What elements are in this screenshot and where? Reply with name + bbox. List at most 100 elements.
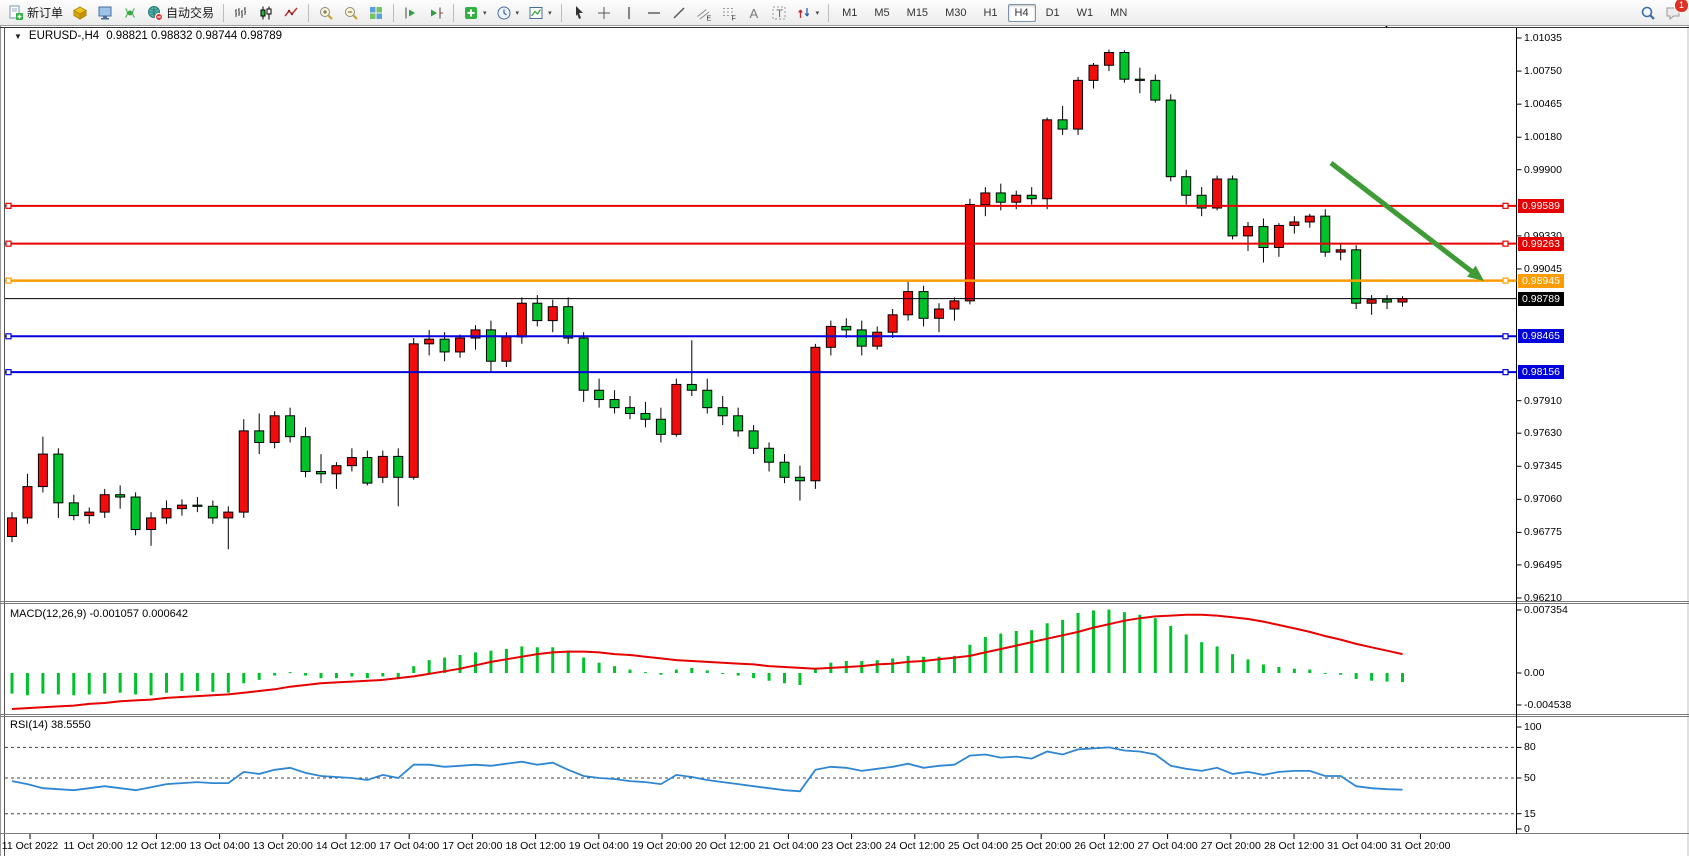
new-order-icon	[9, 5, 23, 20]
svg-text:T: T	[776, 8, 783, 20]
autoscroll-icon	[431, 7, 444, 18]
chart-ohlc-values: 0.98821 0.98832 0.98744 0.98789	[106, 30, 283, 42]
chart-title: ▼ EURUSD-,H4 0.98821 0.98832 0.98744 0.9…	[14, 30, 282, 42]
time-axis-label: 11 Oct 2022	[1, 840, 59, 852]
candlestick-chart-button[interactable]	[254, 1, 278, 25]
price-axis-tick: 0.97060	[1524, 493, 1562, 506]
rsi-axis-tick: 80	[1524, 741, 1536, 754]
chart-symbol-dropdown-icon[interactable]: ▼	[14, 31, 22, 41]
dropdown-arrow-icon[interactable]: ▾	[548, 9, 552, 17]
autotrading-button[interactable]: 自动交易	[143, 1, 218, 25]
autotrading-button-label: 自动交易	[166, 6, 215, 20]
price-line-badge: 0.99589	[1518, 198, 1564, 213]
time-axis-label: 13 Oct 20:00	[252, 840, 313, 852]
charts-button[interactable]	[68, 1, 92, 25]
line-chart-button[interactable]	[279, 1, 303, 25]
trendline-button[interactable]	[667, 1, 691, 25]
tiles-icon	[370, 6, 383, 19]
timeframe-MN-button[interactable]: MN	[1110, 6, 1128, 19]
time-axis-label: 21 Oct 04:00	[758, 840, 819, 852]
zoom-in-icon	[320, 6, 333, 20]
chart-symbol-label: EURUSD-,H4	[28, 30, 100, 42]
rsi-axis-tick: 100	[1524, 721, 1542, 733]
time-axis-label: 26 Oct 12:00	[1074, 840, 1135, 852]
arrows-button[interactable]: ▾	[792, 1, 824, 25]
toolbar-separator	[393, 3, 395, 22]
timeframe-W1-button[interactable]: W1	[1076, 6, 1094, 19]
text-button[interactable]: A	[742, 1, 766, 25]
notification-count-badge: 1	[1674, 0, 1689, 13]
time-axis-label: 19 Oct 04:00	[568, 840, 629, 852]
bar-chart-button[interactable]	[229, 1, 253, 25]
notifications-button[interactable]: 1	[1661, 0, 1689, 25]
template-button[interactable]: ▾	[524, 1, 556, 25]
hline-icon	[647, 11, 660, 14]
macd-axis-tick: -0.004538	[1524, 699, 1572, 711]
macd-axis-tick: 0.00	[1524, 667, 1545, 679]
svg-text:F: F	[731, 15, 735, 21]
time-axis-label: 31 Oct 20:00	[1390, 840, 1451, 852]
time-axis-label: 31 Oct 04:00	[1327, 840, 1388, 852]
current-price-badge: 0.98789	[1518, 291, 1564, 306]
dropdown-arrow-icon[interactable]: ▾	[483, 9, 487, 17]
zoom-in-button[interactable]	[314, 1, 338, 25]
timeframe-M1-button[interactable]: M1	[842, 6, 858, 19]
signals-button[interactable]	[118, 1, 142, 25]
crosshair-icon	[597, 6, 610, 19]
vertical-line-button[interactable]	[617, 1, 641, 25]
tile-windows-button[interactable]	[364, 1, 388, 25]
rsi-name: RSI(14)	[10, 719, 48, 731]
new-order-button[interactable]: 新订单	[4, 1, 67, 25]
macd-axis-tick: 0.007354	[1524, 603, 1568, 616]
time-axis-label: 25 Oct 20:00	[1011, 840, 1072, 852]
timeframe-M15-button[interactable]: M15	[906, 6, 929, 19]
search-icon	[1641, 6, 1655, 20]
svg-text:A: A	[749, 6, 758, 21]
cursor-button[interactable]	[567, 1, 591, 25]
crosshair-button[interactable]	[592, 1, 616, 25]
fibonacci-button[interactable]: F	[717, 1, 741, 25]
period-button[interactable]: ▾	[492, 1, 524, 25]
timeframe-D1-button[interactable]: D1	[1045, 6, 1060, 19]
rsi-axis-tick: 15	[1524, 807, 1536, 820]
text-label-button[interactable]: T	[767, 1, 791, 25]
timeframe-H1-button[interactable]: H1	[983, 6, 998, 19]
price-axis-tick: 0.96775	[1524, 526, 1562, 539]
timeframe-M5-button[interactable]: M5	[874, 6, 890, 19]
broadcast-icon	[125, 7, 135, 18]
chart-canvas[interactable]: ▼ EURUSD-,H4 0.98821 0.98832 0.98744 0.9…	[0, 20, 1689, 856]
fibo-f-icon: F	[722, 7, 735, 21]
time-axis-label: 17 Oct 20:00	[442, 840, 503, 852]
candles-icon	[260, 6, 272, 19]
zoom-out-button[interactable]	[339, 1, 363, 25]
equidistant-channel-button[interactable]: E	[692, 1, 716, 25]
dropdown-arrow-icon[interactable]: ▾	[815, 9, 820, 17]
time-axis-label: 12 Oct 12:00	[126, 840, 187, 852]
linechart-icon	[284, 7, 298, 16]
price-axis-tick: 1.00180	[1524, 131, 1562, 144]
time-axis-label: 28 Oct 12:00	[1263, 840, 1325, 852]
channel-e-icon: E	[696, 8, 711, 21]
price-axis-tick: 1.01035	[1524, 32, 1562, 44]
timeframe-M30-button[interactable]: M30	[945, 6, 967, 19]
monitor-icon	[98, 6, 112, 19]
timeframe-H4-button[interactable]: H4	[1007, 3, 1036, 22]
clock-icon	[497, 6, 511, 19]
dropdown-arrow-icon[interactable]: ▾	[515, 9, 520, 17]
auto-scroll-button[interactable]	[424, 1, 448, 25]
bars-icon	[235, 6, 247, 18]
svg-text:E: E	[706, 15, 711, 21]
time-axis-label: 11 Oct 20:00	[63, 840, 123, 852]
tester-button[interactable]	[93, 1, 117, 25]
template-icon	[529, 6, 543, 19]
chart-shift-button[interactable]	[399, 1, 423, 25]
horizontal-line-button[interactable]	[642, 1, 666, 25]
time-axis-label: 19 Oct 20:00	[631, 840, 693, 852]
search-button[interactable]	[1636, 1, 1660, 25]
macd-indicator-label: MACD(12,26,9) -0.001057 0.000642	[10, 608, 188, 620]
macd-name: MACD(12,26,9)	[10, 608, 87, 620]
cursor-icon	[575, 5, 583, 19]
trendline-icon	[673, 7, 685, 18]
add-indicator-button[interactable]: ▾	[459, 1, 491, 25]
